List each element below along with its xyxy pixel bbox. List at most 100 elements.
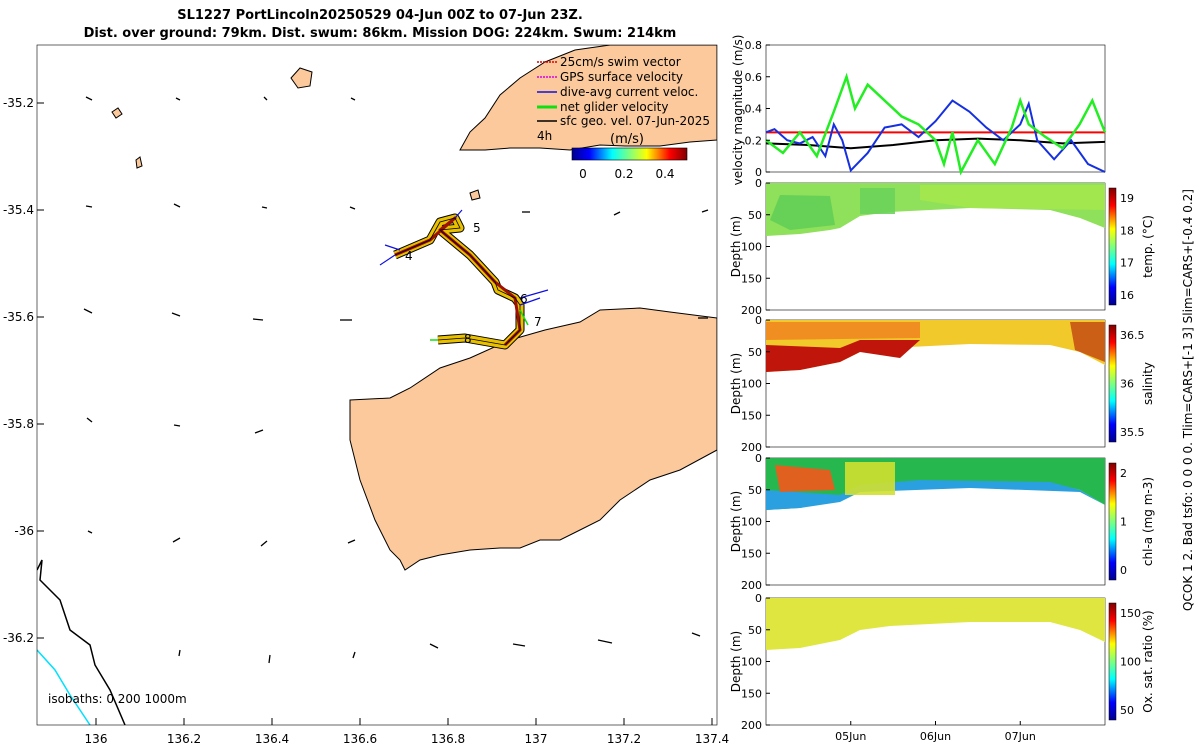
waypoint-label: 6 <box>520 292 528 306</box>
land-island-3 <box>469 189 481 201</box>
depth-axis-label: Depth (m) <box>729 216 743 277</box>
section-colorbar-tick: 50 <box>1120 704 1134 717</box>
map-x-tick-label: 137 <box>525 732 548 746</box>
geo-velocity-arrow <box>691 632 701 637</box>
depth-tick-label: 100 <box>741 516 762 529</box>
map-x-axis: 136 136.2 136.4 136.6 136.8 137 137.2 137.4 <box>85 718 729 746</box>
map-x-tick-label: 136 <box>85 732 108 746</box>
section-colorbar-tick: 35.5 <box>1120 426 1145 439</box>
map-colorbar-label: (m/s) <box>610 132 644 147</box>
time-tick-label: 06Jun <box>920 730 951 743</box>
depth-tick-label: 200 <box>741 719 762 732</box>
salinity-high-patch <box>766 340 920 372</box>
land-kangaroo-island <box>349 307 717 571</box>
geo-velocity-arrow <box>263 96 268 101</box>
qc-side-label: QCOK 1 2. Bad tsfo: 0 0 0 0. Tlim=CARS+[… <box>1181 189 1195 611</box>
geo-velocity-arrow <box>175 97 181 101</box>
depth-tick-label: 50 <box>748 346 762 359</box>
chlorophyll-deep-patch <box>766 480 1105 510</box>
geo-velocity-arrow <box>268 654 271 664</box>
depth-tick-label: 100 <box>741 378 762 391</box>
geo-velocity-arrow <box>352 651 356 659</box>
isobaths-label: isobaths: 0 200 1000m <box>48 692 187 706</box>
map-frame <box>36 44 718 726</box>
waypoint-label: 5 <box>473 221 481 235</box>
legend-label: sfc geo. vel. 07-Jun-2025 <box>560 114 710 128</box>
geo-velocity-arrow <box>87 530 93 534</box>
geo-velocity-arrow <box>172 537 181 543</box>
geo-velocity-arrow <box>597 639 613 644</box>
qc-text: QCOK 1 2. Bad tsfo: 0 0 0 0. Tlim=CARS+[… <box>1181 189 1195 611</box>
isobath-1000m <box>37 649 91 725</box>
velocity-series-line <box>765 99 1106 173</box>
geo-velocity-arrow <box>254 429 264 434</box>
depth-axis-label: Depth (m) <box>729 631 743 692</box>
section-colorbar-tick: 36 <box>1120 378 1134 391</box>
section-colorbar <box>1108 187 1117 306</box>
map-y-tick-label: -35.4 <box>3 203 34 217</box>
waypoint-label: 7 <box>534 315 542 329</box>
map-x-tick-label: 137.4 <box>695 732 729 746</box>
temperature-mid-patch <box>860 188 895 214</box>
geo-velocity-arrow <box>86 417 93 423</box>
section-colorbar <box>1108 602 1117 721</box>
temperature-cold-patch <box>770 195 835 230</box>
chlorophyll-yellow-patch <box>845 462 895 495</box>
velocity-y-label: velocity magnitude (m/s) <box>731 35 745 186</box>
depth-tick-label: 150 <box>741 409 762 422</box>
glider-track-core <box>394 216 522 347</box>
depth-tick-label: 0 <box>755 314 762 327</box>
section-colorbar-label: Ox. sat. ratio (%) <box>1141 610 1155 712</box>
time-tick-label: 07Jun <box>1005 730 1036 743</box>
map-y-axis: -35.2 -35.4 -35.6 -35.8 -36 -36.2 <box>3 96 44 645</box>
velocity-y-tick-label: 0 <box>755 166 762 179</box>
map-x-tick-label: 137.2 <box>607 732 641 746</box>
geo-velocity-arrow <box>173 424 181 427</box>
isobath-200m <box>37 559 126 725</box>
section-colorbar-tick: 16 <box>1120 289 1134 302</box>
depth-tick-label: 0 <box>755 177 762 190</box>
section-colorbar-label: temp. (°C) <box>1141 215 1155 278</box>
geo-velocity-arrow <box>178 649 181 657</box>
dive-current-arrow <box>519 297 541 306</box>
section-colorbar <box>1108 462 1117 581</box>
legend-label: net glider velocity <box>560 100 668 114</box>
map-colorbar <box>571 147 688 161</box>
geo-velocity-arrow <box>171 312 181 317</box>
land-island-4 <box>135 156 143 169</box>
legend-label: 25cm/s swim vector <box>560 55 681 69</box>
geo-velocity-arrow <box>347 539 356 544</box>
velocity-y-tick-label: 0.8 <box>745 39 763 52</box>
geo-velocity-arrow <box>512 643 526 647</box>
map-x-tick-label: 136.8 <box>431 732 465 746</box>
map-colorbar-tick: 0.4 <box>655 167 674 181</box>
map-panel: 4 5 6 7 8 136 136.2 136.4 136.6 136.8 137 137.… <box>3 44 729 746</box>
section-colorbar-tick: 2 <box>1120 467 1127 480</box>
map-x-tick-label: 136.2 <box>167 732 201 746</box>
map-y-tick-label: -36.2 <box>3 631 34 645</box>
depth-tick-label: 100 <box>741 656 762 669</box>
geo-velocity-arrow <box>85 96 93 101</box>
legend-extra: 4h <box>537 129 552 143</box>
depth-tick-label: 200 <box>741 579 762 592</box>
geo-velocity-arrow <box>429 643 439 649</box>
section-colorbar-tick: 1 <box>1120 516 1127 529</box>
depth-tick-label: 150 <box>741 547 762 560</box>
section-colorbar-tick: 17 <box>1120 257 1134 270</box>
waypoint-label: 4 <box>405 249 413 263</box>
velocity-y-tick-label: 0.4 <box>745 103 763 116</box>
waypoint-label: 8 <box>464 332 472 346</box>
map-y-tick-label: -36 <box>14 524 34 538</box>
map-y-tick-label: -35.2 <box>3 96 34 110</box>
dive-current-arrow <box>454 209 463 219</box>
section-colorbar-tick: 0 <box>1120 564 1127 577</box>
depth-tick-label: 200 <box>741 304 762 317</box>
geostrophic-vector-field <box>83 96 709 664</box>
legend-label: GPS surface velocity <box>560 70 683 84</box>
chlorophyll-section <box>765 457 1106 586</box>
geo-velocity-arrow <box>173 203 181 208</box>
map-y-tick-label: -35.6 <box>3 310 34 324</box>
velocity-y-tick-label: 0.2 <box>745 134 763 147</box>
chart-title-line2: Dist. over ground: 79km. Dist. swum: 86k… <box>83 26 677 41</box>
